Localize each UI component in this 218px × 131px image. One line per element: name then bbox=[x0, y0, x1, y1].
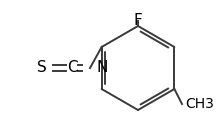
Text: S: S bbox=[37, 61, 47, 75]
Text: N: N bbox=[96, 61, 107, 75]
Text: CH3: CH3 bbox=[185, 97, 214, 111]
Text: F: F bbox=[134, 13, 142, 28]
Text: C: C bbox=[67, 61, 77, 75]
